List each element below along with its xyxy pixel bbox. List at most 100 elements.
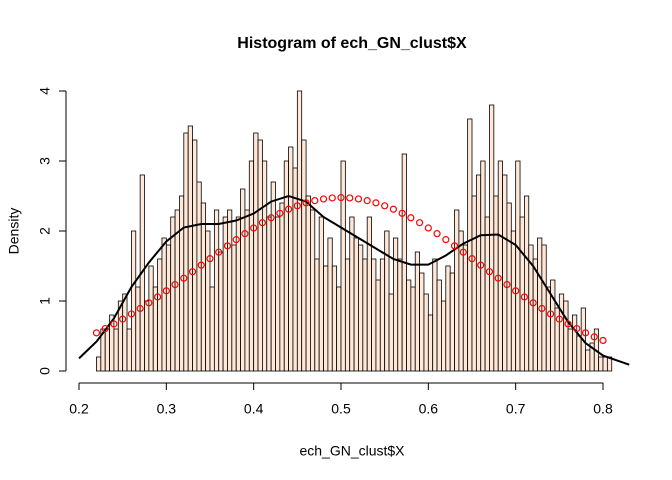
x-tick-label: 0.6: [419, 401, 439, 417]
histogram-bar: [545, 286, 552, 372]
histogram-bar: [327, 237, 333, 372]
y-tick-label: 0: [37, 367, 53, 375]
histogram-bar: [392, 237, 399, 372]
normal-point: [520, 293, 529, 301]
histogram-bar: [406, 279, 412, 372]
normal-point: [258, 219, 266, 227]
histogram-bar: [484, 216, 490, 372]
normal-point: [241, 230, 249, 238]
histogram-bar: [130, 230, 137, 372]
normal-point: [250, 224, 258, 232]
histogram-bar: [266, 216, 272, 372]
histogram-bar: [462, 244, 469, 372]
normal-point: [459, 248, 467, 256]
histogram-bar: [200, 202, 207, 372]
normal-point: [311, 197, 319, 205]
histogram-bar: [318, 216, 324, 372]
histogram-bar: [572, 314, 578, 372]
histogram-bar: [489, 104, 495, 372]
histogram-bar: [314, 258, 320, 372]
histogram-bar: [532, 258, 538, 372]
normal-point: [197, 261, 205, 269]
normal-point: [398, 209, 406, 217]
histogram-bar: [288, 146, 294, 372]
y-tick-label: 4: [37, 87, 53, 95]
histogram-bar: [248, 160, 255, 372]
normal-point: [328, 194, 336, 202]
histogram-bar: [423, 293, 429, 372]
normal-point: [573, 324, 581, 333]
normal-point: [590, 333, 598, 341]
histogram-bar: [471, 195, 477, 372]
histogram-bar: [227, 209, 233, 372]
x-tick-label: 0.8: [593, 401, 613, 417]
histogram-bar: [353, 237, 359, 372]
histogram-bar: [231, 244, 237, 372]
normal-point: [354, 195, 363, 203]
histogram-bar: [275, 216, 281, 372]
histogram-bar: [117, 300, 124, 372]
normal-point: [180, 274, 188, 282]
x-tick-label: 0.4: [244, 401, 264, 417]
normal-point: [346, 194, 354, 202]
histogram-bar: [261, 160, 268, 372]
normal-point: [162, 287, 170, 295]
normal-point: [285, 205, 293, 213]
normal-point: [424, 224, 432, 232]
histogram-bar: [602, 356, 608, 372]
normal-point: [564, 320, 572, 328]
normal-point: [215, 248, 223, 256]
histogram-bar: [427, 314, 434, 372]
histogram-bar: [192, 139, 198, 372]
normal-point: [188, 268, 197, 276]
normal-point: [416, 219, 424, 227]
histogram-bar: [397, 258, 403, 372]
histogram-bar: [475, 174, 482, 372]
normal-point: [171, 280, 179, 289]
histogram-bar: [441, 300, 447, 372]
x-tick-label: 0.7: [506, 401, 526, 417]
normal-point: [232, 236, 240, 244]
histogram-bar: [563, 300, 569, 372]
normal-point: [529, 299, 537, 307]
histogram-bar: [148, 265, 154, 372]
normal-point: [546, 310, 555, 318]
y-tick-label: 1: [37, 297, 53, 305]
normal-point: [293, 202, 301, 210]
histogram-bar: [366, 216, 372, 372]
histogram-bar: [576, 335, 582, 372]
histogram-bar: [253, 132, 259, 372]
histogram-bar: [585, 349, 591, 372]
y-tick-label: 3: [37, 157, 53, 165]
normal-point: [110, 320, 118, 328]
histogram-bar: [493, 195, 499, 372]
y-tick-label: 2: [37, 227, 53, 235]
x-tick-label: 0.3: [157, 401, 177, 417]
histogram-bar: [445, 265, 451, 372]
normal-point: [119, 315, 127, 323]
histogram-bar: [157, 258, 163, 372]
histogram-bar: [270, 181, 276, 372]
histogram-bar: [113, 328, 119, 372]
normal-point: [372, 199, 380, 207]
normal-point: [555, 315, 563, 323]
normal-point: [407, 214, 415, 222]
histogram-bar: [336, 286, 342, 372]
normal-point: [389, 205, 397, 213]
histogram-bar: [161, 237, 167, 372]
histogram-bar: [432, 258, 438, 372]
histogram-bar: [502, 174, 508, 372]
histogram-bar: [283, 160, 290, 372]
histogram-bar: [510, 230, 517, 372]
histogram-bar: [331, 265, 338, 372]
histogram-bar: [196, 181, 202, 372]
histogram-bar: [524, 195, 530, 372]
histogram-bar: [414, 251, 421, 372]
x-tick-label: 0.5: [331, 401, 351, 417]
histogram-bar: [537, 237, 543, 372]
normal-point: [206, 255, 214, 263]
normal-point: [276, 209, 284, 217]
normal-point: [599, 336, 607, 345]
normal-point: [503, 280, 511, 289]
